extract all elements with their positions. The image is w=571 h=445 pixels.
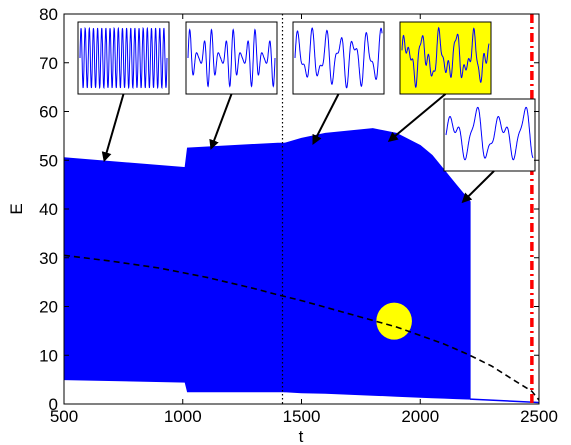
- inset-waveform: [294, 27, 383, 89]
- inset-frame: [292, 21, 385, 95]
- x-axis-label: t: [299, 427, 304, 445]
- inset-arrow: [387, 93, 447, 143]
- dashed-threshold-curve: [64, 254, 539, 401]
- inset-waveform: [445, 106, 534, 161]
- inset-arrow: [209, 93, 233, 150]
- x-tick-label: 1000: [164, 407, 202, 426]
- x-tick-label: 1500: [283, 407, 321, 426]
- x-tick-label: 500: [50, 407, 78, 426]
- highlight-ellipse: [376, 302, 412, 340]
- y-tick-label: 20: [39, 298, 58, 317]
- inset-2: [185, 21, 278, 150]
- inset-frame: [399, 21, 492, 95]
- oscillation-band-segment: [184, 142, 286, 393]
- x-tick-label: 2500: [520, 407, 558, 426]
- inset-arrow: [312, 93, 340, 145]
- x-tick-label: 2000: [401, 407, 439, 426]
- y-tick-label: 80: [39, 5, 58, 24]
- y-tick-label: 30: [39, 249, 58, 268]
- inset-3: [292, 21, 385, 145]
- inset-waveform: [79, 26, 168, 90]
- inset-waveform: [401, 26, 490, 89]
- inset-waveform: [187, 28, 276, 88]
- inset-4: [387, 21, 492, 143]
- inset-arrow: [101, 93, 125, 163]
- inset-frame: [443, 98, 536, 172]
- inset-5: [443, 98, 536, 204]
- band-decay-tail: [470, 398, 539, 404]
- y-tick-label: 10: [39, 346, 58, 365]
- inset-arrow: [461, 170, 495, 204]
- y-axis-label: E: [7, 203, 26, 214]
- oscillation-band-segment: [284, 128, 471, 400]
- y-tick-label: 40: [39, 200, 58, 219]
- y-tick-label: 50: [39, 151, 58, 170]
- y-tick-label: 0: [49, 395, 58, 414]
- y-tick-label: 70: [39, 54, 58, 73]
- inset-1: [77, 21, 170, 163]
- y-tick-label: 60: [39, 103, 58, 122]
